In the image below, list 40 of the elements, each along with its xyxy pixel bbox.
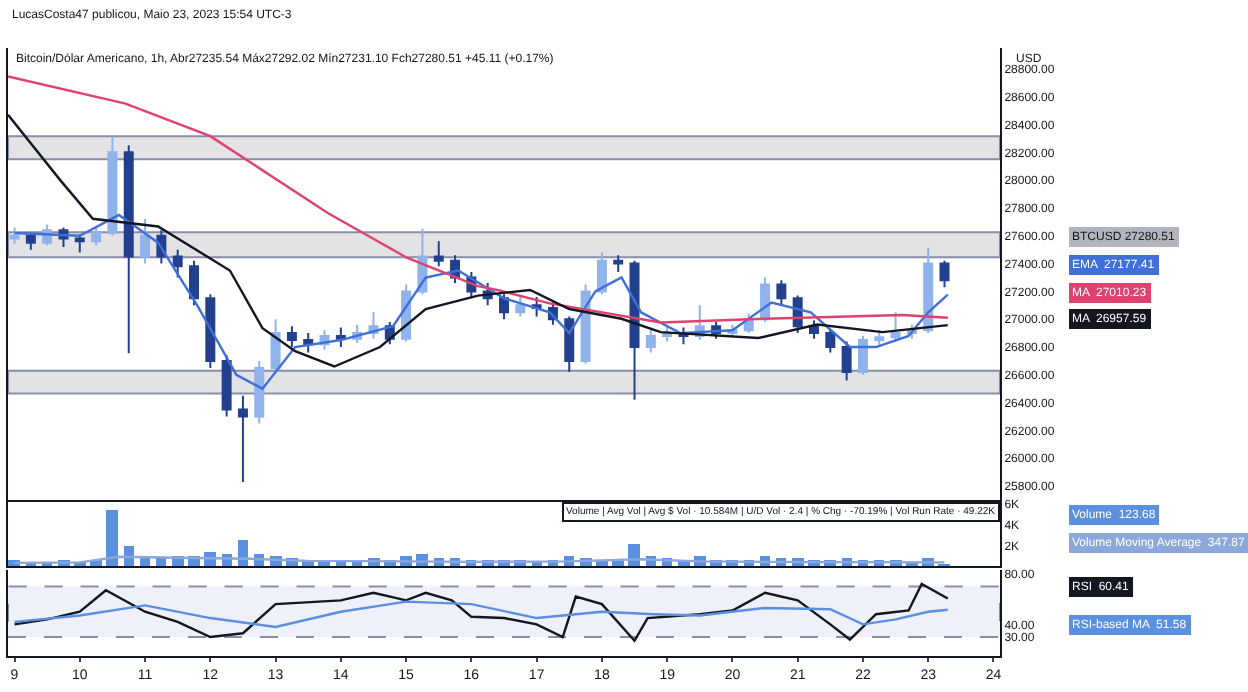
candlestick <box>237 394 248 483</box>
candlestick <box>286 325 297 349</box>
candlestick <box>645 326 656 354</box>
candlestick <box>205 293 216 369</box>
candlestick <box>9 226 20 246</box>
candlestick <box>629 259 640 401</box>
candlestick <box>596 251 607 296</box>
candlestick <box>107 135 118 237</box>
line-series <box>13 213 949 390</box>
candlestick <box>515 295 526 318</box>
line-series <box>13 582 949 643</box>
candlestick <box>580 283 591 365</box>
line-series <box>8 75 949 324</box>
bar <box>238 540 248 566</box>
candlestick <box>499 293 509 321</box>
candlestick <box>140 218 151 265</box>
candlestick <box>939 259 950 289</box>
candlestick <box>335 326 346 349</box>
bar <box>106 510 118 566</box>
candlestick <box>303 332 314 354</box>
candlestick <box>564 315 575 374</box>
candlestick <box>874 329 885 349</box>
candlestick <box>776 279 787 307</box>
candlestick <box>91 226 102 247</box>
candlestick <box>841 340 852 382</box>
candlestick <box>857 334 868 376</box>
candlestick <box>25 231 36 251</box>
candlestick <box>254 359 265 425</box>
candlestick <box>172 248 183 279</box>
line-series <box>13 600 949 629</box>
candlestick <box>433 240 444 268</box>
candlestick <box>613 254 624 273</box>
bar <box>124 546 134 566</box>
candlestick <box>123 144 134 355</box>
candlestick <box>221 354 232 418</box>
candlestick <box>270 318 281 374</box>
candlestick <box>825 327 836 354</box>
candlestick <box>890 311 901 343</box>
candlestick <box>74 233 85 254</box>
candlestick <box>189 259 199 307</box>
